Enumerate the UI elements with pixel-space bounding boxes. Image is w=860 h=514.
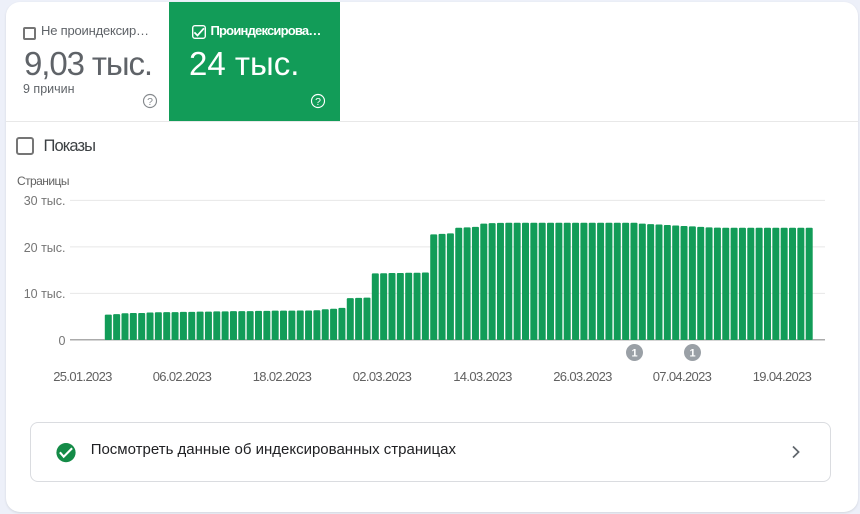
svg-text:1: 1: [689, 348, 695, 360]
svg-text:?: ?: [315, 96, 321, 108]
svg-text:?: ?: [147, 96, 153, 108]
svg-text:1: 1: [631, 348, 637, 360]
